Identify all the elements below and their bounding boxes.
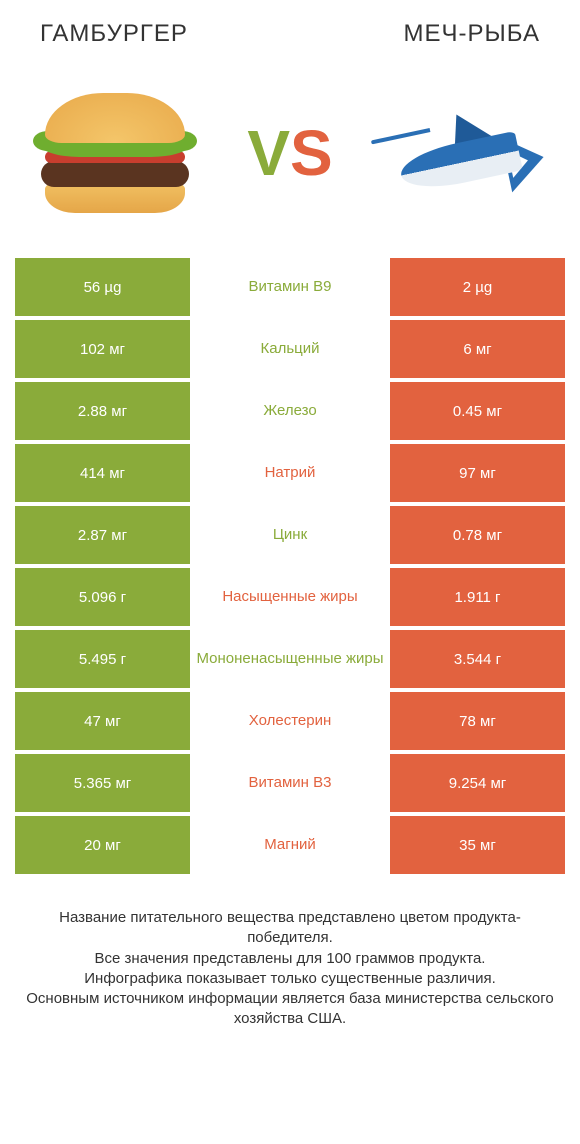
right-value: 2 µg bbox=[390, 258, 565, 316]
table-row: 2.87 мгЦинк0.78 мг bbox=[15, 506, 565, 564]
left-value: 5.495 г bbox=[15, 630, 190, 688]
left-value: 20 мг bbox=[15, 816, 190, 874]
nutrient-label: Витамин B3 bbox=[190, 754, 390, 812]
table-row: 2.88 мгЖелезо0.45 мг bbox=[15, 382, 565, 440]
table-row: 5.365 мгВитамин B39.254 мг bbox=[15, 754, 565, 812]
vs-s: S bbox=[290, 116, 333, 190]
hamburger-icon bbox=[30, 78, 200, 228]
table-row: 56 µgВитамин B92 µg bbox=[15, 258, 565, 316]
table-row: 5.096 гНасыщенные жиры1.911 г bbox=[15, 568, 565, 626]
left-food-title: ГАМБУРГЕР bbox=[40, 20, 188, 48]
left-value: 414 мг bbox=[15, 444, 190, 502]
footer-line: Все значения представлены для 100 граммо… bbox=[20, 949, 560, 969]
left-value: 102 мг bbox=[15, 320, 190, 378]
right-value: 9.254 мг bbox=[390, 754, 565, 812]
footer-line: Основным источником информации является … bbox=[20, 989, 560, 1030]
right-value: 3.544 г bbox=[390, 630, 565, 688]
right-value: 0.45 мг bbox=[390, 382, 565, 440]
right-value: 35 мг bbox=[390, 816, 565, 874]
table-row: 5.495 гМононенасыщенные жиры3.544 г bbox=[15, 630, 565, 688]
right-value: 6 мг bbox=[390, 320, 565, 378]
footer-note: Название питательного вещества представл… bbox=[0, 878, 580, 1030]
nutrient-label: Натрий bbox=[190, 444, 390, 502]
right-value: 78 мг bbox=[390, 692, 565, 750]
table-row: 47 мгХолестерин78 мг bbox=[15, 692, 565, 750]
nutrient-label: Витамин B9 bbox=[190, 258, 390, 316]
table-row: 102 мгКальций6 мг bbox=[15, 320, 565, 378]
vs-label: VS bbox=[247, 116, 332, 190]
nutrient-label: Цинк bbox=[190, 506, 390, 564]
footer-line: Инфографика показывает только существенн… bbox=[20, 969, 560, 989]
left-value: 5.096 г bbox=[15, 568, 190, 626]
left-value: 56 µg bbox=[15, 258, 190, 316]
table-row: 20 мгМагний35 мг bbox=[15, 816, 565, 874]
nutrient-label: Мононенасыщенные жиры bbox=[190, 630, 390, 688]
left-value: 2.88 мг bbox=[15, 382, 190, 440]
left-value: 47 мг bbox=[15, 692, 190, 750]
comparison-table: 56 µgВитамин B92 µg102 мгКальций6 мг2.88… bbox=[0, 258, 580, 874]
nutrient-label: Насыщенные жиры bbox=[190, 568, 390, 626]
right-value: 0.78 мг bbox=[390, 506, 565, 564]
table-row: 414 мгНатрий97 мг bbox=[15, 444, 565, 502]
nutrient-label: Кальций bbox=[190, 320, 390, 378]
header: ГАМБУРГЕР МЕЧ-РЫБА bbox=[0, 0, 580, 58]
footer-line: Название питательного вещества представл… bbox=[20, 908, 560, 949]
right-value: 97 мг bbox=[390, 444, 565, 502]
nutrient-label: Магний bbox=[190, 816, 390, 874]
vs-v: V bbox=[247, 116, 290, 190]
left-value: 5.365 мг bbox=[15, 754, 190, 812]
left-value: 2.87 мг bbox=[15, 506, 190, 564]
right-value: 1.911 г bbox=[390, 568, 565, 626]
nutrient-label: Железо bbox=[190, 382, 390, 440]
nutrient-label: Холестерин bbox=[190, 692, 390, 750]
images-row: VS bbox=[0, 58, 580, 258]
swordfish-icon bbox=[380, 78, 550, 228]
right-food-title: МЕЧ-РЫБА bbox=[404, 20, 540, 48]
